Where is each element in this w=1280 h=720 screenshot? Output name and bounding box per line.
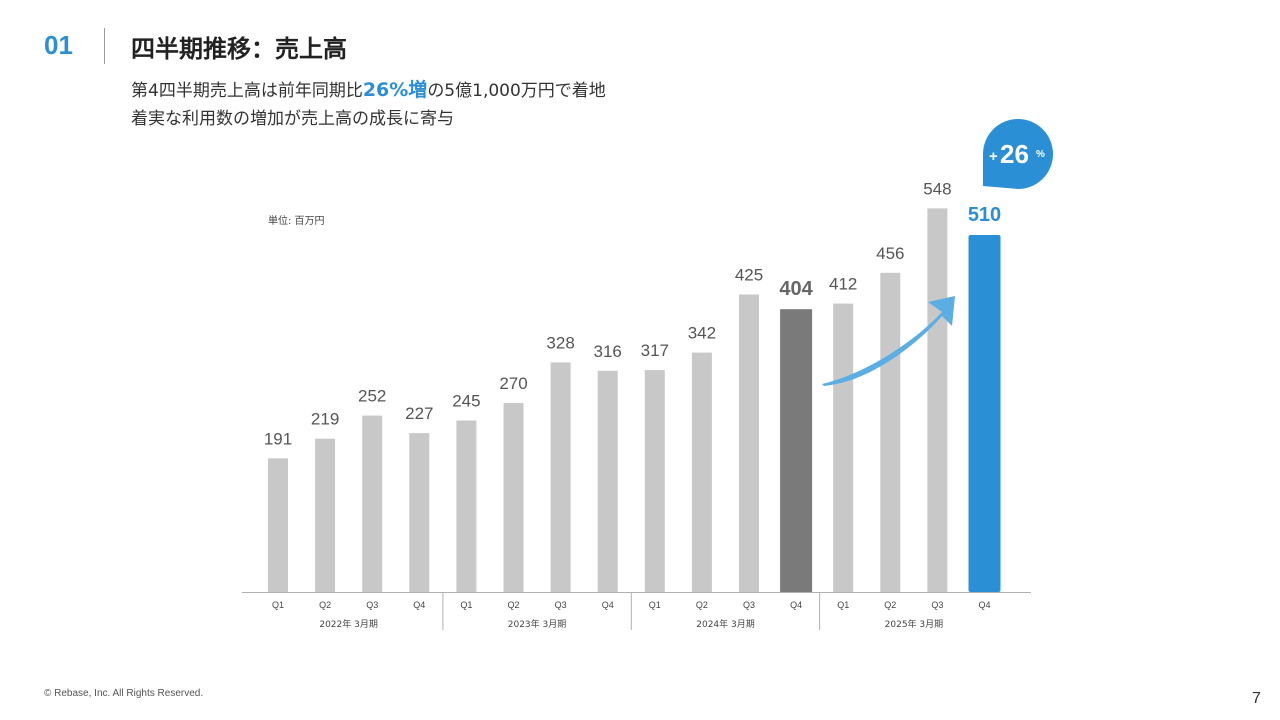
page-title: 四半期推移：売上高 <box>131 35 347 63</box>
value-label-10: 342 <box>688 324 716 343</box>
tick-label-10: Q2 <box>696 600 708 610</box>
value-label-1: 191 <box>264 429 292 448</box>
badge-percent-sign: % <box>1036 149 1045 160</box>
value-label-5: 245 <box>452 392 480 411</box>
tick-label-9: Q1 <box>649 600 661 610</box>
bar-2 <box>315 438 336 592</box>
footer-copyright: © Rebase, Inc. All Rights Reserved. <box>44 688 204 699</box>
tick-label-14: Q2 <box>884 600 896 610</box>
tick-label-7: Q3 <box>555 600 567 610</box>
value-label-11: 425 <box>735 266 763 285</box>
value-label-13: 412 <box>829 275 857 294</box>
group-label-2: 2023年 3月期 <box>508 618 567 630</box>
tick-label-3: Q3 <box>366 600 378 610</box>
value-labels-group: 191 219 252 227 245 270 328 316 317 342 425 404 412 4… <box>264 179 1001 448</box>
subtitle-line-1-prefix: 第4四半期売上高は前年同期比 <box>131 81 363 101</box>
value-label-4: 227 <box>405 404 433 423</box>
tick-label-13: Q1 <box>837 600 849 610</box>
section-number: 01 <box>44 30 73 60</box>
group-label-1: 2022年 3月期 <box>319 618 378 630</box>
tick-label-15: Q3 <box>931 600 943 610</box>
bar-15 <box>927 208 948 592</box>
bar-13 <box>833 303 854 592</box>
tick-label-8: Q4 <box>602 600 614 610</box>
subtitle-highlight: 26%増 <box>362 79 428 101</box>
bar-14 <box>880 272 901 592</box>
bar-3 <box>362 415 383 592</box>
page-number: 7 <box>1252 690 1261 707</box>
value-label-14: 456 <box>876 244 904 263</box>
bar-16 <box>968 235 1001 592</box>
badge-plus-sign: + <box>989 148 998 165</box>
bar-5 <box>456 420 477 592</box>
tick-label-5: Q1 <box>460 600 472 610</box>
value-label-6: 270 <box>499 374 527 393</box>
value-label-2: 219 <box>311 410 339 429</box>
value-label-8: 316 <box>594 342 622 361</box>
bar-11 <box>739 294 759 592</box>
growth-badge: + 26 % <box>983 119 1053 189</box>
bar-12 <box>780 309 813 592</box>
value-label-3: 252 <box>358 387 386 406</box>
bar-9 <box>644 370 665 592</box>
badge-value: 26 <box>1000 139 1029 169</box>
tick-label-11: Q3 <box>743 600 755 610</box>
growth-badge-shape <box>983 119 1053 189</box>
value-label-15: 548 <box>923 179 951 198</box>
tick-label-1: Q1 <box>272 600 284 610</box>
group-label-4: 2025年 3月期 <box>885 618 944 630</box>
x-axis: Q1 Q2 Q3 Q4 Q1 Q2 Q3 Q4 Q1 Q2 Q3 Q4 Q1 Q2 Q3 Q4 2022年 3月… <box>242 592 1031 630</box>
bar-10 <box>691 352 712 592</box>
bar-4 <box>409 433 430 592</box>
bar-6 <box>503 403 524 592</box>
subtitle-line-1: 第4四半期売上高は前年同期比26%増の5億1,000万円で着地 <box>131 76 606 105</box>
title-divider <box>104 28 105 64</box>
group-label-3: 2024年 3月期 <box>696 618 755 630</box>
bar-8 <box>597 370 618 592</box>
growth-arrow-shape <box>822 296 955 386</box>
unit-label: 単位: 百万円 <box>268 216 325 227</box>
subtitle-line-2: 着実な利用数の増加が売上高の成長に寄与 <box>131 109 454 129</box>
bar-7 <box>550 362 571 592</box>
value-label-7: 328 <box>546 333 574 352</box>
tick-label-2: Q2 <box>319 600 331 610</box>
tick-label-16: Q4 <box>978 600 990 610</box>
value-label-12: 404 <box>779 278 813 300</box>
value-label-9: 317 <box>641 341 669 360</box>
growth-arrow <box>822 296 955 386</box>
subtitle: 第4四半期売上高は前年同期比26%増の5億1,000万円で着地 着実な利用数の増… <box>131 76 606 133</box>
tick-label-6: Q2 <box>507 600 519 610</box>
tick-label-4: Q4 <box>413 600 425 610</box>
tick-label-12: Q4 <box>790 600 802 610</box>
subtitle-line-1-suffix: の5億1,000万円で着地 <box>427 81 606 101</box>
bar-1 <box>268 458 288 592</box>
value-label-16: 510 <box>968 204 1001 226</box>
